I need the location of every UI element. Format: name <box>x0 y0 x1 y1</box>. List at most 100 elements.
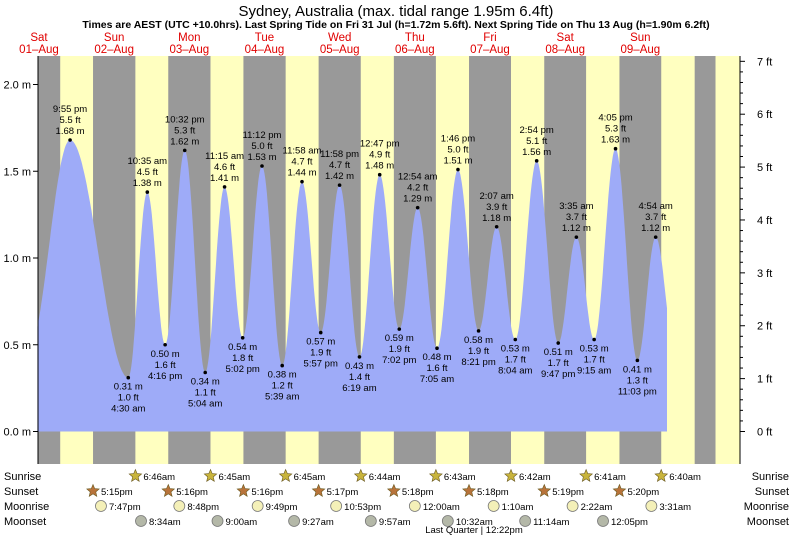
sunrise-star-icon <box>654 468 669 482</box>
tide-marker <box>68 138 72 142</box>
y-right-tick-label: 5 ft <box>757 162 772 174</box>
tide-label: 0.53 m <box>580 344 609 355</box>
row-label-right: Moonrise <box>744 501 789 513</box>
moonrise-moon-icon <box>408 500 421 512</box>
tide-label: 1.42 m <box>325 171 354 182</box>
sunset-star-icon <box>311 483 326 497</box>
low-tide-point: 0.53 m1.7 ft9:15 am <box>577 337 611 377</box>
day-headers: Sat01–AugSun02–AugMon03–AugTue04–AugWed0… <box>19 32 660 56</box>
night-band <box>694 56 716 464</box>
day-name: Wed <box>328 32 351 44</box>
moonset-moon-icon <box>211 515 224 527</box>
event-time: 5:19pm <box>552 487 584 498</box>
high-tide-point: 11:58 am4.7 ft1.44 m <box>283 146 322 184</box>
day-date: 02–Aug <box>94 44 134 56</box>
tide-label: 7:02 pm <box>382 355 416 366</box>
event-time: 6:44am <box>369 472 401 483</box>
low-tide-point: 0.51 m1.7 ft9:47 pm <box>541 341 575 380</box>
tide-label: 0.53 m <box>501 344 530 355</box>
day-name: Sat <box>557 32 575 44</box>
high-tide-point: 10:32 pm5.3 ft1.62 m <box>165 114 205 153</box>
tide-marker <box>126 375 131 380</box>
low-tide-point: 0.50 m1.6 ft4:16 pm <box>148 342 182 382</box>
sunset-star-icon <box>612 483 627 497</box>
tide-label: 0.41 m <box>623 364 652 375</box>
tide-marker <box>415 205 420 210</box>
tide-marker <box>613 146 618 151</box>
tide-label: 4.5 ft <box>137 167 158 178</box>
y-axis-left: 0.0 m 0.5 m 1.0 m 1.5 m 2.0 m <box>3 56 39 464</box>
day-date: 09–Aug <box>621 44 661 56</box>
low-tide-point: 0.43 m1.4 ft6:19 am <box>342 355 377 394</box>
event-time: 9:57am <box>379 517 411 528</box>
tide-label: 11:15 am <box>205 151 244 162</box>
tide-label: 4:05 pm <box>598 113 632 124</box>
tide-label: 0.58 m <box>464 335 493 346</box>
moonrise-moon-icon <box>566 500 579 512</box>
tide-label: 5:57 pm <box>304 359 338 370</box>
tide-label: 1.44 m <box>287 168 316 179</box>
event-time: 5:20pm <box>627 487 659 498</box>
tide-label: 5:39 am <box>265 392 299 403</box>
high-tide-point: 11:58 pm4.7 ft1.42 m <box>320 149 359 187</box>
tide-marker <box>435 346 439 351</box>
tide-marker <box>534 159 539 163</box>
event-time: 8:34am <box>149 517 181 528</box>
low-tide-point: 0.57 m1.9 ft5:57 pm <box>304 330 338 370</box>
y-right-tick-label: 7 ft <box>757 56 772 68</box>
tide-label: 1.3 ft <box>627 375 648 386</box>
moonset-moon-icon <box>441 515 454 527</box>
event-time: 5:17pm <box>327 487 359 498</box>
moonrise-moon-icon <box>330 500 343 512</box>
tide-label: 1.6 ft <box>426 363 447 374</box>
tide-label: 12:54 am <box>398 172 438 183</box>
tide-extrema: 9:55 pm5.5 ft1.68 m 0.31 m1.0 ft4:30 am 10… <box>53 104 673 415</box>
high-tide-point: 2:07 am3.9 ft1.18 m <box>479 191 514 229</box>
y-right-tick-label: 3 ft <box>757 268 772 280</box>
moonset-moon-icon <box>364 515 377 527</box>
tide-marker <box>145 190 150 194</box>
low-tide-point: 0.48 m1.6 ft7:05 am <box>420 346 454 385</box>
tide-label: 1.9 ft <box>389 344 410 355</box>
tide-label: 2:07 am <box>479 191 513 202</box>
day-name: Sat <box>30 32 48 44</box>
tide-label: 1.51 m <box>443 156 472 167</box>
sunrise-star-icon <box>278 468 293 482</box>
event-time: 6:45am <box>294 472 326 483</box>
event-time: 6:46am <box>143 472 175 483</box>
tide-label: 11:58 pm <box>320 149 359 160</box>
tide-label: 5.1 ft <box>526 136 547 147</box>
sunset-star-icon <box>86 483 100 497</box>
tide-label: 4:54 am <box>639 201 673 212</box>
tide-label: 0.54 m <box>228 342 257 353</box>
high-tide-point: 12:54 am4.2 ft1.29 m <box>398 172 438 210</box>
event-time: 5:16pm <box>251 487 283 498</box>
high-tide-point: 9:55 pm5.5 ft1.68 m <box>53 104 87 142</box>
tide-label: 0.31 m <box>114 382 143 393</box>
event-time: 5:15pm <box>101 487 133 498</box>
sunset-star-icon <box>386 483 401 497</box>
tide-label: 7:05 am <box>420 374 454 385</box>
tide-marker <box>240 336 245 340</box>
tide-label: 1.7 ft <box>505 355 526 366</box>
high-tide-point: 11:12 pm5.0 ft1.53 m <box>243 130 282 168</box>
y-tick-label: 0.0 m <box>3 427 31 439</box>
event-time: 9:00am <box>226 517 258 528</box>
day-name: Mon <box>178 32 200 44</box>
tide-marker <box>357 355 362 359</box>
moonset-moon-icon <box>519 515 532 527</box>
day-date: 05–Aug <box>320 44 360 56</box>
day-date: 04–Aug <box>245 44 285 56</box>
tide-label: 3.7 ft <box>566 212 587 223</box>
y-tick-label: 0.5 m <box>3 340 31 352</box>
moonrise-moon-icon <box>95 500 107 512</box>
tide-label: 5.3 ft <box>174 125 195 136</box>
tide-label: 8:21 pm <box>461 357 495 368</box>
tide-label: 1.18 m <box>482 213 511 224</box>
low-tide-point: 0.34 m1.1 ft5:04 am <box>188 370 222 410</box>
tide-label: 1.68 m <box>56 126 85 137</box>
day-name: Tue <box>255 32 274 44</box>
tide-label: 9:15 am <box>577 366 611 377</box>
tide-label: 1.53 m <box>247 152 276 163</box>
tide-label: 11:58 am <box>283 146 322 157</box>
